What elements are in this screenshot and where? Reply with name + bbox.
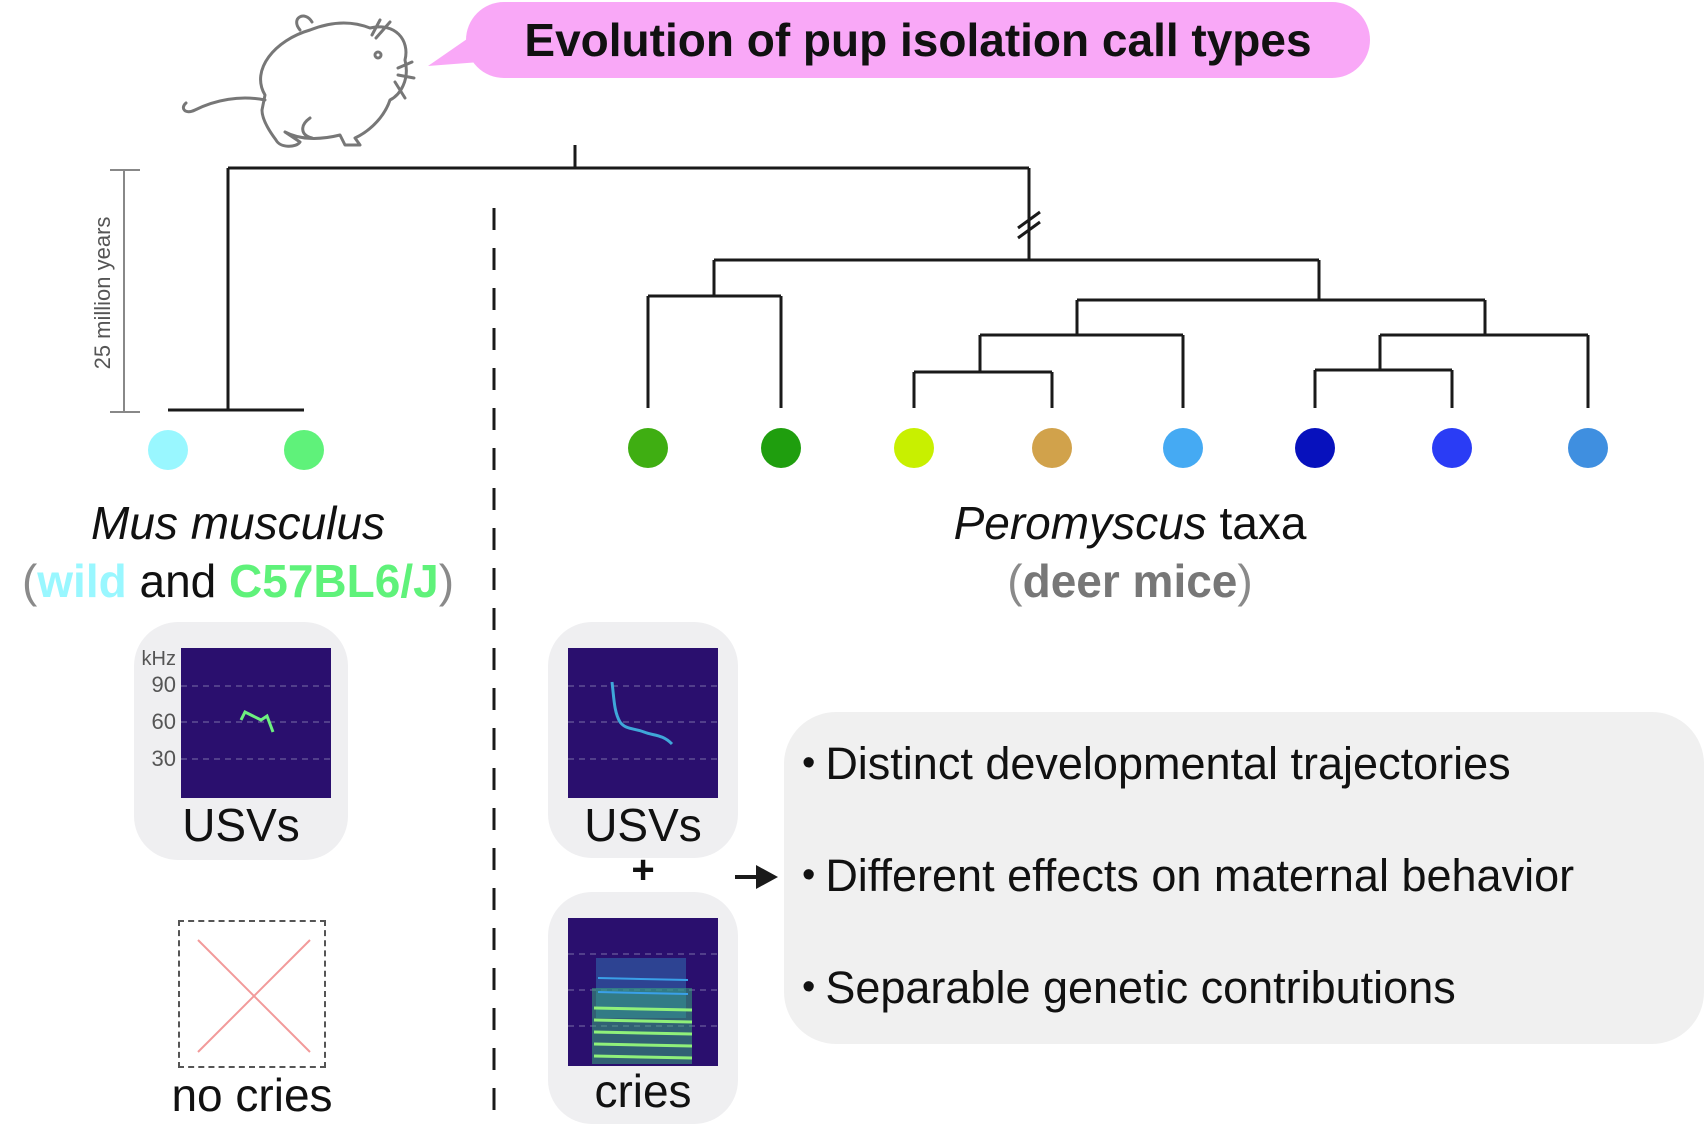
mus-open-paren: ( (21, 555, 38, 607)
pero-open-paren: ( (1007, 555, 1023, 607)
pero-name-italic: Peromyscus (953, 497, 1207, 549)
scale-label: 25 million years (90, 188, 116, 398)
no-cries-x-icon (197, 939, 311, 1053)
finding-item: • Separable genetic contributions (802, 962, 1456, 1014)
tree-branches (168, 145, 1590, 412)
mus-taxon-label: Mus musculus (wild and C57BL6/J) (0, 494, 476, 610)
tip-dot-pero-7 (1432, 428, 1472, 468)
tip-dot-pero-1 (628, 428, 668, 468)
mus-usv-card: kHz 90 60 30 USVs (134, 622, 348, 860)
tip-dot-pero-5 (1163, 428, 1203, 468)
mouse-icon (181, 14, 416, 148)
arrow-icon (735, 865, 778, 889)
findings-panel: • Distinct developmental trajectories • Di… (784, 712, 1704, 1044)
mus-usv-label: USVs (182, 799, 300, 851)
finding-item: • Distinct developmental trajectories (802, 738, 1511, 790)
tip-dot-pero-8 (1568, 428, 1608, 468)
tip-dot-c57 (284, 430, 324, 470)
pero-usv-card: USVs (548, 622, 738, 858)
pero-usv-spectrogram (568, 648, 718, 798)
tick-60: 60 (151, 709, 176, 734)
pero-usv-trace (568, 681, 718, 760)
page-title: Evolution of pup isolation call types (524, 14, 1312, 66)
plus-sign: + (631, 848, 655, 892)
tip-dot-pero-4 (1032, 428, 1072, 468)
tick-30: 30 (151, 746, 176, 771)
bullet-dot: • (802, 854, 816, 896)
pero-close-paren: ) (1237, 555, 1253, 607)
pero-usv-label: USVs (584, 799, 702, 851)
tip-dot-wild (148, 430, 188, 470)
mus-usv-spectrogram (181, 648, 331, 798)
finding-text: Separable genetic contributions (825, 962, 1456, 1013)
bullet-dot: • (802, 742, 816, 784)
tip-dot-pero-3 (894, 428, 934, 468)
mus-usv-trace (181, 685, 331, 760)
mus-and: and (126, 555, 230, 607)
scale-label-text: 25 million years (90, 216, 115, 370)
no-cries-box (178, 920, 326, 1068)
mus-strain: C57BL6/J (229, 555, 439, 607)
title-bubble: Evolution of pup isolation call types (466, 2, 1370, 78)
tip-dot-pero-2 (761, 428, 801, 468)
pero-cries-trace (568, 953, 718, 1064)
tip-dots (148, 428, 1608, 470)
mus-wild: wild (37, 555, 127, 607)
no-cries-label: no cries (171, 1069, 333, 1121)
axis-break-icon (1017, 210, 1041, 240)
scale-bar (110, 169, 140, 413)
finding-text: Different effects on maternal behavior (825, 850, 1575, 901)
bullet-dot: • (802, 966, 816, 1008)
pero-cries-spectrogram (568, 918, 718, 1066)
tip-dot-pero-6 (1295, 428, 1335, 468)
mus-name: Mus musculus (91, 497, 385, 549)
tick-90: 90 (151, 672, 176, 697)
mus-close-paren: ) (438, 555, 455, 607)
pero-name-rest: taxa (1206, 497, 1307, 549)
pero-cries-card: cries (548, 892, 738, 1124)
khz-unit: kHz (141, 648, 176, 670)
pero-cries-label: cries (594, 1065, 692, 1117)
pero-common: deer mice (1022, 555, 1238, 607)
finding-text: Distinct developmental trajectories (825, 738, 1511, 789)
peromyscus-taxon-label: Peromyscus taxa (deer mice) (820, 494, 1440, 610)
finding-item: • Different effects on maternal behavior (802, 850, 1574, 902)
